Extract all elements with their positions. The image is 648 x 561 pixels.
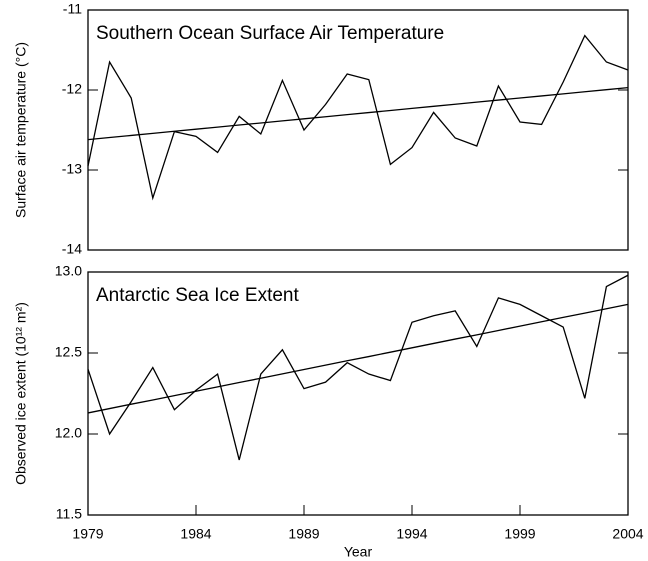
y-tick-label: -12 xyxy=(62,81,82,97)
plot-frame xyxy=(87,271,629,516)
x-tick-label: 1989 xyxy=(288,526,319,542)
x-tick-label: 1999 xyxy=(504,526,535,542)
x-tick-label: 2004 xyxy=(612,526,643,542)
y-tick-label: -13 xyxy=(62,161,82,177)
chart-title: Antarctic Sea Ice Extent xyxy=(96,285,299,306)
y-axis-label: Surface air temperature (°C) xyxy=(13,42,29,218)
series-line xyxy=(87,274,629,461)
y-tick-label: 12.5 xyxy=(55,344,82,360)
y-tick-label: 13.0 xyxy=(55,263,82,279)
y-axis-label: Observed ice extent (10¹² m²) xyxy=(13,302,29,485)
y-tick-label: -14 xyxy=(62,241,82,257)
chart-title: Southern Ocean Surface Air Temperature xyxy=(96,23,444,44)
series-line xyxy=(87,86,629,141)
x-tick-label: 1984 xyxy=(180,526,211,542)
x-tick-label: 1979 xyxy=(72,526,103,542)
series-line xyxy=(87,303,629,414)
y-tick-label: 11.5 xyxy=(56,506,82,522)
plot-frame xyxy=(87,9,629,251)
y-tick-label: 12.0 xyxy=(55,425,82,441)
series-line xyxy=(87,34,629,201)
x-axis-label: Year xyxy=(344,544,373,560)
x-tick-label: 1994 xyxy=(396,526,427,542)
y-tick-label: -11 xyxy=(63,1,82,17)
